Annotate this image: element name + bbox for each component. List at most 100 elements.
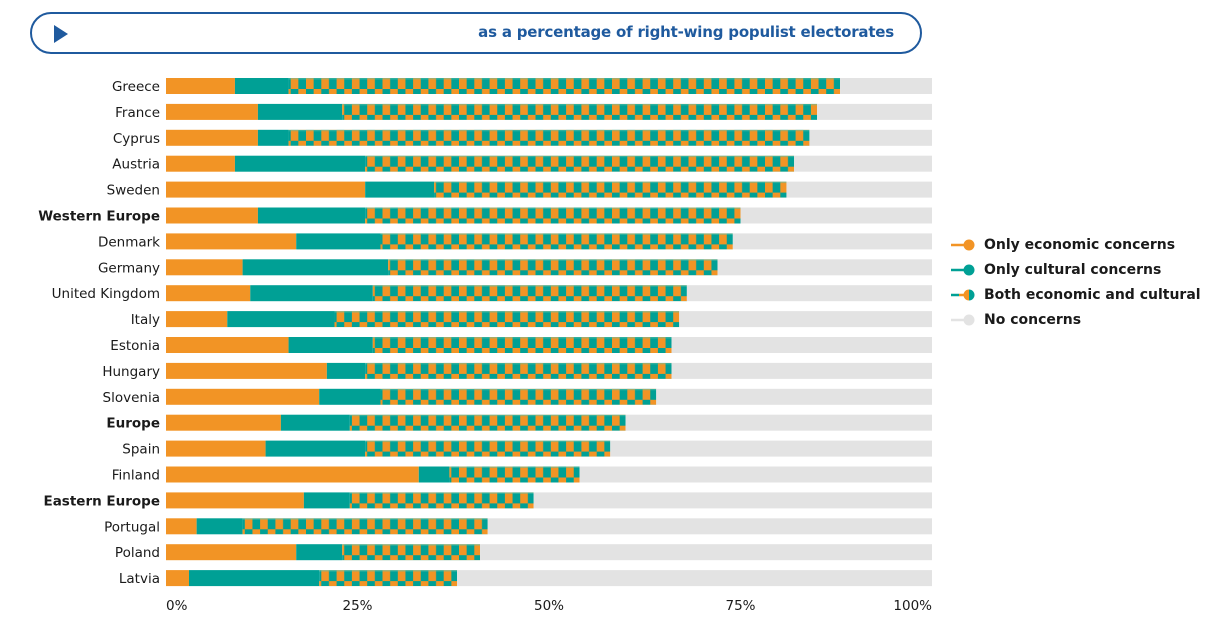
bar-row: Greece <box>112 78 932 95</box>
bar-row: United Kingdom <box>52 285 932 302</box>
bar-segment-cultural <box>227 311 335 328</box>
bar-segment-none <box>786 181 932 198</box>
bar-row: Portugal <box>104 518 932 535</box>
legend-item-none[interactable]: No concerns <box>950 307 1201 332</box>
category-label: Estonia <box>110 338 160 354</box>
bar-segment-both <box>365 155 795 172</box>
legend-marker-icon <box>951 239 975 250</box>
category-label: Greece <box>112 79 160 95</box>
bar-segment-economic <box>166 388 320 405</box>
bar-row: Europe <box>106 414 932 432</box>
bar-row: Austria <box>112 155 932 173</box>
bar-segment-none <box>625 414 932 431</box>
bar-segment-both <box>319 570 458 587</box>
category-label: Eastern Europe <box>43 493 160 509</box>
bar-segment-economic <box>166 414 281 431</box>
category-label: Sweden <box>107 183 160 199</box>
bar-row: Poland <box>115 544 932 561</box>
bar-segment-cultural <box>418 466 450 483</box>
bar-segment-none <box>840 78 932 94</box>
legend-item-cultural[interactable]: Only cultural concerns <box>950 257 1201 282</box>
category-label: Finland <box>112 468 160 484</box>
bar-segment-cultural <box>257 129 289 146</box>
bar-segment-none <box>533 492 932 509</box>
bar-segment-economic <box>166 492 304 509</box>
bar-segment-both <box>288 129 810 146</box>
category-label: Austria <box>112 157 160 173</box>
category-label: Germany <box>98 260 160 276</box>
category-label: Slovenia <box>103 390 160 406</box>
x-tick-label: 50% <box>534 598 564 614</box>
bar-segment-none <box>579 466 932 483</box>
bar-segment-none <box>794 155 932 172</box>
bar-segment-economic <box>166 337 289 353</box>
bar-segment-both <box>388 259 718 276</box>
bar-segment-none <box>809 129 932 146</box>
bar-segment-none <box>686 285 932 302</box>
bar-row: Latvia <box>119 570 932 587</box>
category-label: United Kingdom <box>52 286 160 302</box>
legend: Only economic concerns Only cultural conc… <box>950 232 1201 332</box>
bar-segment-both <box>372 337 672 353</box>
subtitle-banner: as a percentage of right-wing populist e… <box>30 12 922 54</box>
bar-segment-economic <box>166 181 366 198</box>
bar-segment-both <box>288 78 841 94</box>
stacked-bar-chart: Greece France Cyprus Austria Sweden Western E… <box>38 78 932 614</box>
play-triangle-icon[interactable] <box>54 25 68 43</box>
bar-row: Hungary <box>102 362 932 380</box>
category-label: Denmark <box>98 234 160 250</box>
bar-segment-both <box>380 233 733 250</box>
legend-item-both[interactable]: Both economic and cultural <box>950 282 1201 307</box>
bar-segment-none <box>480 544 932 561</box>
bar-row: Slovenia <box>103 388 932 406</box>
bar-segment-cultural <box>288 337 373 353</box>
x-tick-label: 75% <box>725 598 755 614</box>
bar-row: Estonia <box>110 337 932 354</box>
bar-row: Eastern Europe <box>43 492 932 509</box>
bar-row: Spain <box>122 440 932 458</box>
bar-row: Cyprus <box>113 129 932 147</box>
bar-segment-both <box>349 414 626 431</box>
bar-segment-both <box>434 181 787 198</box>
bar-segment-cultural <box>242 259 389 276</box>
legend-label: Only cultural concerns <box>984 261 1162 278</box>
bar-segment-both <box>242 518 488 535</box>
bar-segment-economic <box>166 78 235 94</box>
category-label: Western Europe <box>38 209 160 225</box>
bar-segment-cultural <box>196 518 243 535</box>
legend-marker-icon <box>951 314 975 325</box>
category-label: France <box>115 105 160 121</box>
bar-segment-economic <box>166 155 235 172</box>
bar-segment-cultural <box>296 544 343 561</box>
category-label: Europe <box>106 416 160 432</box>
category-label: Latvia <box>119 571 160 587</box>
bar-segment-none <box>671 362 932 379</box>
bar-segment-none <box>732 233 932 250</box>
legend-label: Only economic concerns <box>984 236 1176 253</box>
legend-marker-icon <box>951 264 975 275</box>
bar-segment-both <box>449 466 580 483</box>
bar-segment-both <box>365 362 672 379</box>
bar-segment-none <box>671 337 932 353</box>
bar-segment-both <box>349 492 534 509</box>
bar-segment-cultural <box>326 362 366 379</box>
bar-segment-cultural <box>265 440 366 457</box>
bar-segment-none <box>740 207 932 224</box>
bar-segment-economic <box>166 103 258 120</box>
x-tick-label: 100% <box>893 598 932 614</box>
bar-segment-both <box>334 311 680 328</box>
bar-segment-cultural <box>296 233 381 250</box>
bar-row: Finland <box>112 466 932 484</box>
category-label: Italy <box>131 312 160 328</box>
bar-segment-cultural <box>257 103 343 120</box>
chart-subtitle: as a percentage of right-wing populist e… <box>478 23 894 41</box>
bar-segment-none <box>487 518 932 535</box>
legend-label: No concerns <box>984 311 1082 328</box>
bar-segment-both <box>372 285 687 302</box>
x-tick-label: 0% <box>166 598 188 614</box>
bar-segment-none <box>817 103 932 120</box>
bar-row: Western Europe <box>38 207 932 225</box>
legend-item-economic[interactable]: Only economic concerns <box>950 232 1201 257</box>
legend-marker-icon <box>951 289 975 300</box>
bar-segment-cultural <box>319 388 381 405</box>
